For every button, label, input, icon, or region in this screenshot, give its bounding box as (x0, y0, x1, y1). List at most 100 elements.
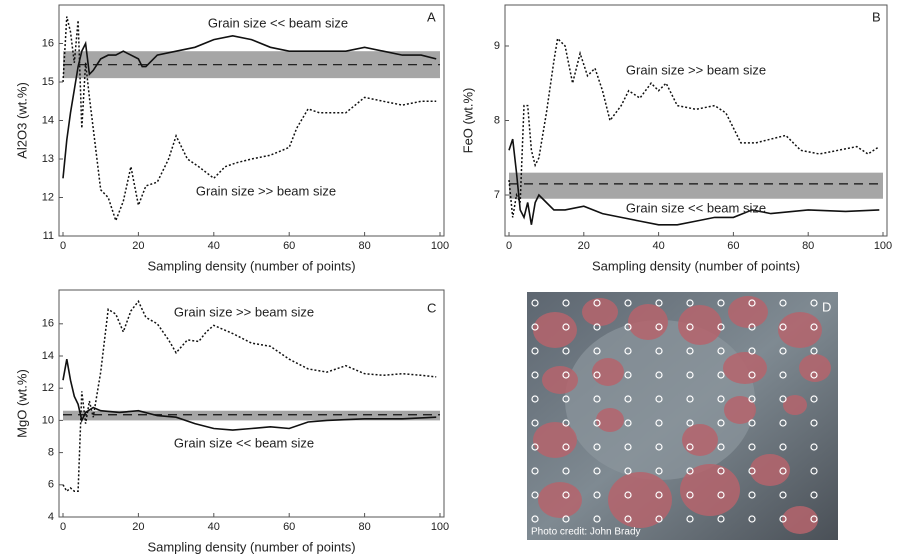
sample-point (686, 443, 694, 451)
y-tick-label: 12 (42, 191, 54, 203)
sample-point (779, 395, 787, 403)
garnet (582, 298, 618, 326)
sample-point (686, 299, 694, 307)
x-axis-label: Sampling density (number of points) (147, 258, 355, 273)
garnet (542, 366, 578, 394)
sample-point (748, 491, 756, 499)
x-tick-label: 80 (358, 521, 370, 533)
garnet (628, 304, 668, 340)
sample-point (562, 467, 570, 475)
sample-point (748, 347, 756, 355)
sample-point (810, 467, 818, 475)
sample-point (779, 491, 787, 499)
photo-matrix (565, 320, 755, 480)
data-line (508, 36, 880, 218)
sample-point (686, 419, 694, 427)
sample-point (686, 467, 694, 475)
x-tick-label: 40 (652, 240, 664, 252)
y-axis-label: Al2O3 (wt.%) (14, 82, 29, 159)
sample-point (562, 347, 570, 355)
sample-point (686, 371, 694, 379)
sample-point (655, 371, 663, 379)
sample-point (717, 299, 725, 307)
sample-point (810, 491, 818, 499)
x-tick-label: 60 (727, 240, 739, 252)
sample-point (624, 515, 632, 523)
sample-point (717, 515, 725, 523)
sample-point (717, 371, 725, 379)
sample-point (717, 395, 725, 403)
sample-point (593, 491, 601, 499)
sample-point (686, 323, 694, 331)
sample-point (531, 299, 539, 307)
y-tick-label: 16 (42, 37, 54, 49)
y-tick-label: 8 (48, 447, 54, 459)
sample-point (748, 467, 756, 475)
y-tick-label: 16 (42, 318, 54, 330)
data-line (62, 359, 437, 431)
sample-point (655, 323, 663, 331)
sample-point (748, 299, 756, 307)
sample-point (748, 443, 756, 451)
y-tick-label: 4 (48, 511, 54, 523)
sample-point (562, 395, 570, 403)
garnet (678, 305, 722, 345)
sample-point (593, 299, 601, 307)
y-tick-label: 6 (48, 479, 54, 491)
x-tick-label: 20 (132, 521, 144, 533)
x-tick-label: 20 (578, 240, 590, 252)
sample-point (593, 419, 601, 427)
x-tick-label: 80 (802, 240, 814, 252)
garnet (682, 424, 718, 456)
sample-point (717, 419, 725, 427)
annotation: Grain size << beam size (626, 200, 766, 215)
annotation: Grain size << beam size (174, 435, 314, 450)
sample-point (779, 347, 787, 355)
x-axis-label: Sampling density (number of points) (592, 258, 800, 273)
annotation: Grain size >> beam size (626, 62, 766, 77)
sample-point (624, 299, 632, 307)
sample-point (810, 515, 818, 523)
sample-point (655, 491, 663, 499)
sample-point (531, 491, 539, 499)
garnet (782, 506, 818, 534)
sample-point (593, 347, 601, 355)
sample-point (593, 467, 601, 475)
sample-point (717, 491, 725, 499)
garnets (533, 296, 831, 534)
y-axis-label: FeO (wt.%) (460, 88, 475, 154)
sample-point (655, 443, 663, 451)
sample-point (717, 443, 725, 451)
x-tick-label: 40 (208, 521, 220, 533)
sample-point (655, 347, 663, 355)
x-tick-label: 100 (431, 521, 449, 533)
garnet (533, 312, 577, 348)
sample-point (655, 419, 663, 427)
garnet (799, 354, 831, 382)
sample-point (531, 419, 539, 427)
sample-point (655, 515, 663, 523)
sample-point (779, 371, 787, 379)
sample-point (624, 419, 632, 427)
sample-point (593, 443, 601, 451)
garnet (592, 358, 624, 386)
garnet (596, 408, 624, 432)
sample-point (531, 371, 539, 379)
garnet (533, 422, 577, 458)
y-tick-label: 7 (494, 189, 500, 201)
sample-point (593, 323, 601, 331)
sample-points (531, 299, 818, 523)
x-tick-label: 20 (132, 240, 144, 252)
sample-point (531, 347, 539, 355)
data-line (62, 16, 437, 223)
sample-point (624, 467, 632, 475)
garnet (680, 464, 740, 516)
sample-point (779, 467, 787, 475)
sample-point (779, 323, 787, 331)
sample-point (810, 443, 818, 451)
sample-point (624, 395, 632, 403)
y-tick-label: 11 (43, 230, 54, 242)
data-line (62, 299, 437, 493)
sample-point (748, 371, 756, 379)
garnet (778, 312, 822, 348)
